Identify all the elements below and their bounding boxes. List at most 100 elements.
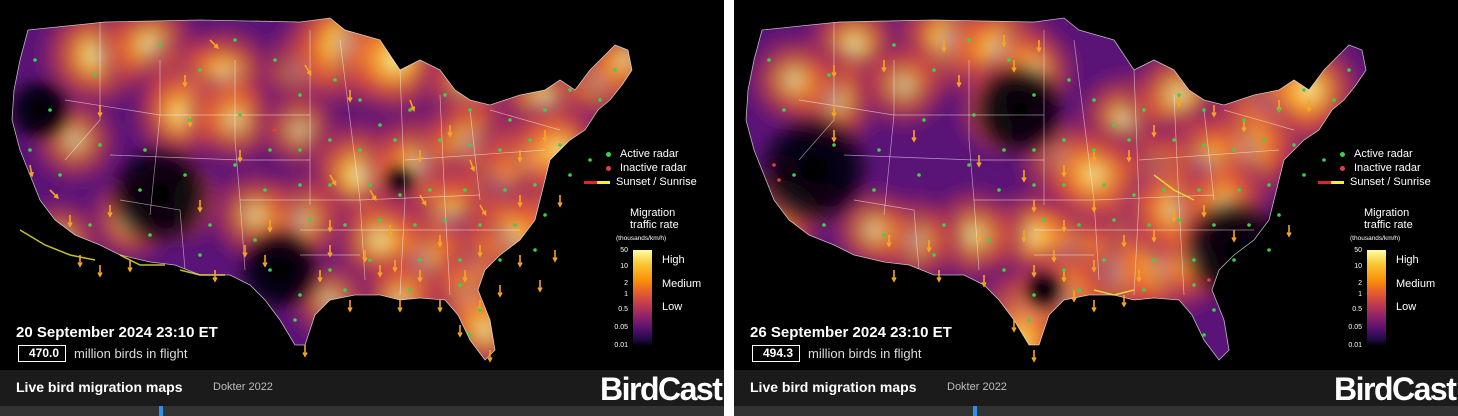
active-radar-marker[interactable] <box>1112 123 1116 127</box>
active-radar-marker[interactable] <box>1202 143 1206 147</box>
birdcast-logo[interactable]: BirdCast <box>600 371 723 407</box>
active-radar-marker[interactable] <box>158 43 162 47</box>
active-radar-marker[interactable] <box>408 288 412 292</box>
active-radar-marker[interactable] <box>93 73 97 77</box>
active-radar-marker[interactable] <box>1237 188 1241 192</box>
active-radar-marker[interactable] <box>1347 68 1351 72</box>
active-radar-marker[interactable] <box>413 223 417 227</box>
active-radar-marker[interactable] <box>872 188 876 192</box>
active-radar-marker[interactable] <box>298 293 302 297</box>
active-radar-marker[interactable] <box>468 143 472 147</box>
active-radar-marker[interactable] <box>792 173 796 177</box>
footer-title[interactable]: Live bird migration maps <box>750 379 917 395</box>
active-radar-marker[interactable] <box>378 218 382 222</box>
active-radar-marker[interactable] <box>1292 143 1296 147</box>
active-radar-marker[interactable] <box>822 223 826 227</box>
active-radar-marker[interactable] <box>1267 183 1271 187</box>
active-radar-marker[interactable] <box>1267 248 1271 252</box>
active-radar-marker[interactable] <box>1332 98 1336 102</box>
active-radar-marker[interactable] <box>263 188 267 192</box>
active-radar-marker[interactable] <box>588 158 592 162</box>
active-radar-marker[interactable] <box>1202 333 1206 337</box>
active-radar-marker[interactable] <box>767 58 771 62</box>
active-radar-marker[interactable] <box>298 183 302 187</box>
active-radar-marker[interactable] <box>892 43 896 47</box>
active-radar-marker[interactable] <box>1142 288 1146 292</box>
active-radar-marker[interactable] <box>533 248 537 252</box>
active-radar-marker[interactable] <box>1277 213 1281 217</box>
active-radar-marker[interactable] <box>508 118 512 122</box>
active-radar-marker[interactable] <box>1242 118 1246 122</box>
active-radar-marker[interactable] <box>368 258 372 262</box>
active-radar-marker[interactable] <box>1077 288 1081 292</box>
active-radar-marker[interactable] <box>568 88 572 92</box>
active-radar-marker[interactable] <box>568 173 572 177</box>
active-radar-marker[interactable] <box>183 173 187 177</box>
active-radar-marker[interactable] <box>1032 93 1036 97</box>
active-radar-marker[interactable] <box>443 93 447 97</box>
active-radar-marker[interactable] <box>343 288 347 292</box>
active-radar-marker[interactable] <box>343 223 347 227</box>
active-radar-marker[interactable] <box>533 183 537 187</box>
active-radar-marker[interactable] <box>268 268 272 272</box>
active-radar-marker[interactable] <box>967 38 971 42</box>
active-radar-marker[interactable] <box>333 78 337 82</box>
active-radar-marker[interactable] <box>1232 258 1236 262</box>
active-radar-marker[interactable] <box>328 183 332 187</box>
active-radar-marker[interactable] <box>922 118 926 122</box>
active-radar-marker[interactable] <box>1127 138 1131 142</box>
active-radar-marker[interactable] <box>917 173 921 177</box>
active-radar-marker[interactable] <box>1152 258 1156 262</box>
active-radar-marker[interactable] <box>238 113 242 117</box>
active-radar-marker[interactable] <box>1002 268 1006 272</box>
active-radar-marker[interactable] <box>273 58 277 62</box>
active-radar-marker[interactable] <box>368 183 372 187</box>
active-radar-marker[interactable] <box>1092 98 1096 102</box>
active-radar-marker[interactable] <box>782 108 786 112</box>
timeline-marker[interactable] <box>159 406 164 416</box>
active-radar-marker[interactable] <box>1002 148 1006 152</box>
active-radar-marker[interactable] <box>1032 148 1036 152</box>
active-radar-marker[interactable] <box>418 258 422 262</box>
active-radar-marker[interactable] <box>543 213 547 217</box>
active-radar-marker[interactable] <box>328 138 332 142</box>
active-radar-marker[interactable] <box>328 268 332 272</box>
active-radar-marker[interactable] <box>1202 108 1206 112</box>
footer-title[interactable]: Live bird migration maps <box>16 379 183 395</box>
active-radar-marker[interactable] <box>513 223 517 227</box>
birdcast-logo[interactable]: BirdCast <box>1334 371 1457 407</box>
active-radar-marker[interactable] <box>253 238 257 242</box>
active-radar-marker[interactable] <box>208 223 212 227</box>
active-radar-marker[interactable] <box>298 93 302 97</box>
active-radar-marker[interactable] <box>827 73 831 77</box>
active-radar-marker[interactable] <box>308 218 312 222</box>
active-radar-marker[interactable] <box>967 163 971 167</box>
active-radar-marker[interactable] <box>268 148 272 152</box>
active-radar-marker[interactable] <box>438 138 442 142</box>
footer-citation[interactable]: Dokter 2022 <box>213 381 273 393</box>
active-radar-marker[interactable] <box>293 318 297 322</box>
active-radar-marker[interactable] <box>1062 183 1066 187</box>
active-radar-marker[interactable] <box>877 148 881 152</box>
active-radar-marker[interactable] <box>138 188 142 192</box>
active-radar-marker[interactable] <box>543 108 547 112</box>
active-radar-marker[interactable] <box>613 68 617 72</box>
active-radar-marker[interactable] <box>188 118 192 122</box>
active-radar-marker[interactable] <box>1277 108 1281 112</box>
active-radar-marker[interactable] <box>1177 218 1181 222</box>
active-radar-marker[interactable] <box>468 108 472 112</box>
timeline-scrubber[interactable] <box>0 406 724 416</box>
active-radar-marker[interactable] <box>1147 223 1151 227</box>
active-radar-marker[interactable] <box>1177 93 1181 97</box>
active-radar-marker[interactable] <box>1032 183 1036 187</box>
active-radar-marker[interactable] <box>1062 138 1066 142</box>
active-radar-marker[interactable] <box>1197 188 1201 192</box>
timeline-scrubber[interactable] <box>734 406 1458 416</box>
active-radar-marker[interactable] <box>1102 183 1106 187</box>
active-radar-marker[interactable] <box>972 113 976 117</box>
inactive-radar-marker[interactable] <box>273 128 277 132</box>
active-radar-marker[interactable] <box>1092 148 1096 152</box>
active-radar-marker[interactable] <box>942 223 946 227</box>
active-radar-marker[interactable] <box>233 163 237 167</box>
active-radar-marker[interactable] <box>1142 108 1146 112</box>
